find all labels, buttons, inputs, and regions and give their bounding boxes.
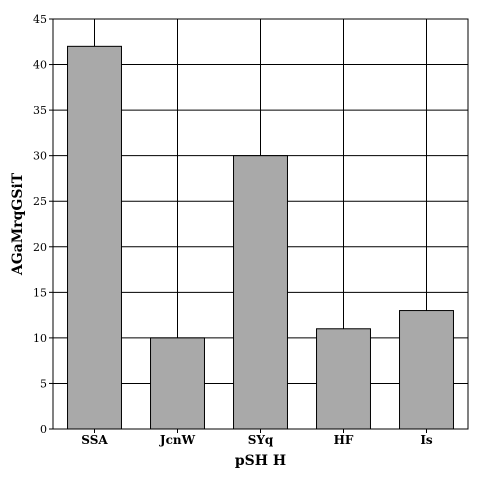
bar-HF <box>316 328 371 430</box>
y-tick-label: 0 <box>40 423 47 436</box>
y-tick-label: 20 <box>33 241 47 254</box>
y-tick-label: 35 <box>33 104 47 117</box>
y-tick-label: 40 <box>33 59 47 72</box>
bar-JcnW <box>150 337 205 430</box>
x-tick-label: SYq <box>248 433 274 447</box>
bars <box>67 45 454 430</box>
x-tick-label: JcnW <box>159 433 196 447</box>
y-tick-label: 25 <box>33 195 47 208</box>
y-axis-ticks: 0 5 10 15 20 25 30 35 40 45 <box>33 13 53 436</box>
y-tick-label: 5 <box>40 377 47 390</box>
x-axis-ticks: SSA JcnW SYq HF Is <box>81 429 433 447</box>
bar-Is <box>399 310 454 430</box>
x-tick-label: SSA <box>81 433 108 447</box>
bar-SSA <box>67 45 122 430</box>
x-tick-label: HF <box>334 433 354 447</box>
bar-SYq <box>233 155 288 430</box>
x-axis-title: pSH H <box>235 453 286 469</box>
y-tick-label: 15 <box>33 286 47 299</box>
y-axis-title: AGaMrqGSiT <box>10 172 26 276</box>
x-tick-label: Is <box>420 433 433 447</box>
y-tick-label: 45 <box>33 13 47 26</box>
y-tick-label: 30 <box>33 150 47 163</box>
y-tick-label: 10 <box>33 332 47 345</box>
